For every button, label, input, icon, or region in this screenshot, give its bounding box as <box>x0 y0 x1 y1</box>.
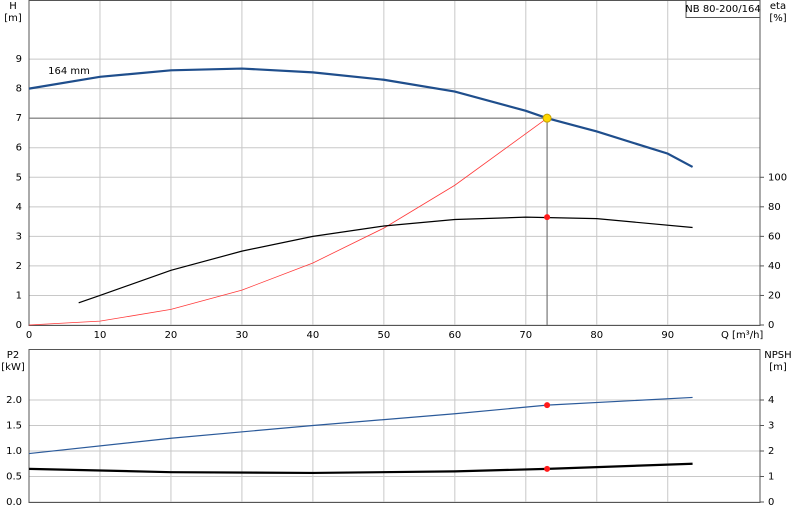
curve <box>28 396 693 455</box>
y-tick-label: 1 <box>16 290 22 301</box>
y-tick-label: 0.0 <box>6 497 22 508</box>
duty-point <box>544 465 551 472</box>
plot-frame <box>28 349 761 503</box>
y-tick-label: 0.5 <box>6 472 22 483</box>
y2-tick-label: 2 <box>768 446 774 457</box>
y2-axis-unit: [m] <box>769 362 787 373</box>
y-tick-label: 6 <box>16 143 22 154</box>
y-tick-label: 4 <box>16 202 22 213</box>
x-tick-label: 30 <box>236 330 249 341</box>
x-tick-label: 80 <box>590 330 603 341</box>
y-tick-label: 7 <box>16 113 22 124</box>
x-tick-label: 20 <box>165 330 178 341</box>
y2-tick-label: 80 <box>768 202 781 213</box>
x-tick-label: 0 <box>26 330 32 341</box>
chart-title: NB 80-200/164 <box>685 4 760 15</box>
y2-tick-label: 0 <box>768 320 774 331</box>
x-axis-label: Q [m³/h] <box>721 330 763 341</box>
annotation: 164 mm <box>48 66 90 77</box>
x-tick-label: 40 <box>307 330 320 341</box>
duty-point <box>544 214 551 221</box>
y-tick-label: 1.5 <box>6 421 22 432</box>
x-tick-label: 50 <box>377 330 390 341</box>
y2-axis-unit: [%] <box>769 13 786 24</box>
y-axis-unit: [m] <box>4 13 22 24</box>
y2-tick-label: 3 <box>768 421 774 432</box>
y2-tick-label: 20 <box>768 290 781 301</box>
y2-tick-label: 100 <box>768 172 787 183</box>
x-tick-label: 60 <box>448 330 461 341</box>
plot-frame <box>28 0 761 326</box>
curve <box>28 462 693 475</box>
x-tick-label: 10 <box>94 330 107 341</box>
y-tick-label: 8 <box>16 84 22 95</box>
y2-axis-label: eta <box>770 1 786 12</box>
curve <box>28 117 548 326</box>
y2-tick-label: 0 <box>768 497 774 508</box>
y-tick-label: 2.0 <box>6 395 22 406</box>
curve <box>28 67 694 168</box>
x-tick-label: 70 <box>519 330 532 341</box>
title-box <box>685 0 761 18</box>
y2-axis-label: NPSH <box>764 350 791 361</box>
y-tick-label: 0 <box>16 320 22 331</box>
duty-point <box>544 402 551 409</box>
y-tick-label: 2 <box>16 261 22 272</box>
y-axis-label: H <box>9 1 17 12</box>
y-tick-label: 9 <box>16 54 22 65</box>
x-tick-label: 90 <box>661 330 674 341</box>
y-axis-unit: [kW] <box>1 362 25 373</box>
y-tick-label: 3 <box>16 231 22 242</box>
y2-tick-label: 60 <box>768 231 781 242</box>
y-axis-label: P2 <box>7 350 19 361</box>
y2-tick-label: 1 <box>768 472 774 483</box>
y2-tick-label: 4 <box>768 395 774 406</box>
y-tick-label: 1.0 <box>6 446 22 457</box>
y2-tick-label: 40 <box>768 261 781 272</box>
curve <box>78 216 693 304</box>
y-tick-label: 5 <box>16 172 22 183</box>
duty-point <box>542 113 552 123</box>
